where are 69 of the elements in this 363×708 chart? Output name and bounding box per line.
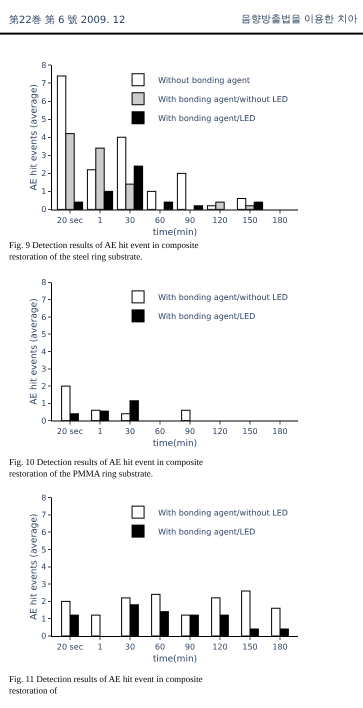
y-tick-label: 6 [41,97,46,106]
x-tick-label: 1 [97,216,103,225]
x-tick-label: 60 [154,216,166,225]
x-tick-label: 120 [212,642,228,652]
x-tick-label: 20 sec [56,216,84,225]
x-tick-label: 150 [242,427,258,436]
y-tick-label: 1 [41,614,46,624]
y-tick-label: 2 [41,169,46,178]
legend-label: With bonding agent/without LED [158,508,288,518]
y-tick-label: 8 [41,278,46,288]
x-tick-label: 120 [212,216,228,225]
y-tick-label: 5 [41,545,46,554]
x-tick-label: 90 [184,216,196,225]
y-tick-label: 2 [41,382,46,391]
y-axis-title: AE hit events (average) [30,298,40,405]
x-tick-label: 120 [212,427,228,436]
x-axis-title: time(min) [152,228,198,238]
y-tick-label: 0 [41,205,46,214]
caption: Fig. 10 Detection results of AE hit event in composite restoration of the PMMA ring substrate. [9,457,203,479]
text: 第22巻 第 6 號 2009. 12 [9,14,126,26]
x-tick-label: 20 sec [56,642,84,652]
y-tick-label: 7 [41,79,46,88]
x-axis-title: time(min) [152,439,198,450]
y-tick-label: 8 [41,61,46,70]
y-tick-label: 1 [41,187,46,196]
legend-label: With bonding agent/LED [158,114,256,123]
x-tick-label: 180 [272,642,288,652]
y-tick-label: 7 [41,510,46,520]
y-tick-label: 0 [41,416,46,426]
y-tick-label: 4 [41,133,46,142]
y-tick-label: 6 [41,312,46,322]
x-tick-label: 150 [242,642,258,652]
y-tick-label: 5 [41,115,46,124]
y-tick-label: 3 [41,580,46,589]
legend-label: With bonding agent/LED [158,527,256,536]
y-tick-label: 0 [41,632,46,641]
legend-label: With bonding agent/without LED [158,293,288,302]
x-tick-label: 180 [272,427,288,436]
y-tick-label: 5 [41,330,46,340]
caption: Fig. 9 Detection results of AE hit event in composite restoration of the steel ring substrate. [9,240,198,262]
x-tick-label: 1 [97,642,103,652]
x-tick-label: 90 [184,427,196,436]
y-tick-label: 1 [41,399,46,408]
x-axis-title: time(min) [152,654,198,664]
x-tick-label: 30 [124,427,136,436]
legend-label: With bonding agent/LED [158,312,256,322]
y-tick-label: 2 [41,597,46,606]
x-tick-label: 60 [154,642,166,652]
x-tick-label: 180 [272,216,288,225]
x-tick-label: 90 [184,642,196,652]
legend-label: Without bonding agent [158,76,250,85]
x-tick-label: 60 [154,427,166,436]
y-tick-label: 3 [41,151,46,160]
y-tick-label: 4 [41,347,46,356]
caption: Fig. 11 Detection results of AE hit event in composite restoration of [9,674,203,696]
x-tick-label: 30 [124,216,136,225]
x-tick-label: 30 [124,642,136,652]
x-tick-label: 150 [242,216,258,225]
y-tick-label: 3 [41,364,46,374]
text: 음향방출법을 이용한 치아 [241,14,358,25]
y-axis-title: AE hit events (average) [30,84,40,190]
y-tick-label: 7 [41,295,46,304]
y-tick-label: 8 [41,493,46,502]
x-tick-label: 1 [97,427,103,436]
y-tick-label: 4 [41,562,46,572]
legend-label: With bonding agent/without LED [158,94,288,104]
y-axis-title: AE hit events (average) [30,514,40,620]
y-tick-label: 6 [41,528,46,538]
x-tick-label: 20 sec [56,427,84,436]
